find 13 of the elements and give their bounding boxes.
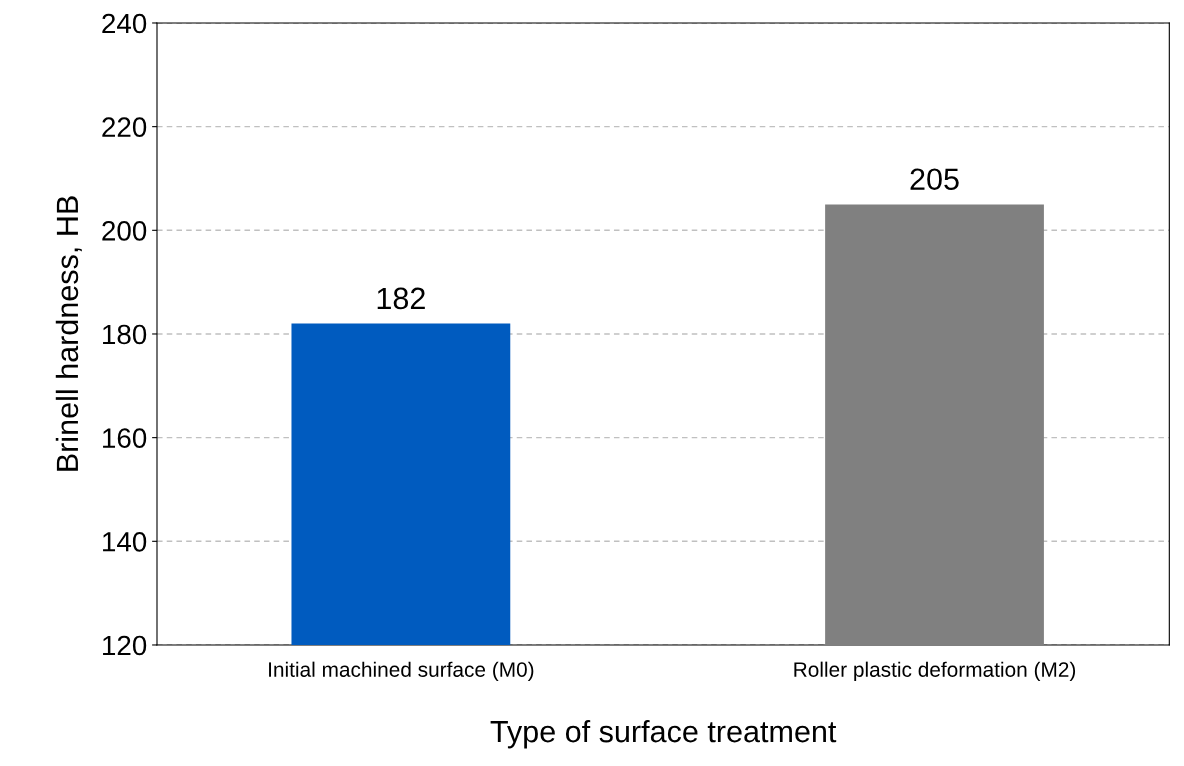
y-tick-label: 120 [103, 635, 147, 656]
x-tick-label: Initial machined surface (M0) [269, 661, 534, 682]
y-tick-label: 240 [102, 13, 147, 34]
x-axis-title: Type of surface treatment [490, 719, 837, 749]
y-tick-label: 160 [103, 428, 147, 448]
y-axis-title: Brinell hardness, HB [55, 196, 82, 471]
y-tick-label: 220 [102, 117, 147, 137]
y-tick-label: 140 [103, 531, 147, 552]
data-label: 182 [377, 287, 425, 310]
x-tick-label: Roller plastic deformation (M2) [794, 661, 1076, 682]
y-tick-label: 180 [103, 324, 147, 345]
y-tick-label: 200 [102, 220, 147, 241]
data-label: 205 [910, 168, 959, 191]
